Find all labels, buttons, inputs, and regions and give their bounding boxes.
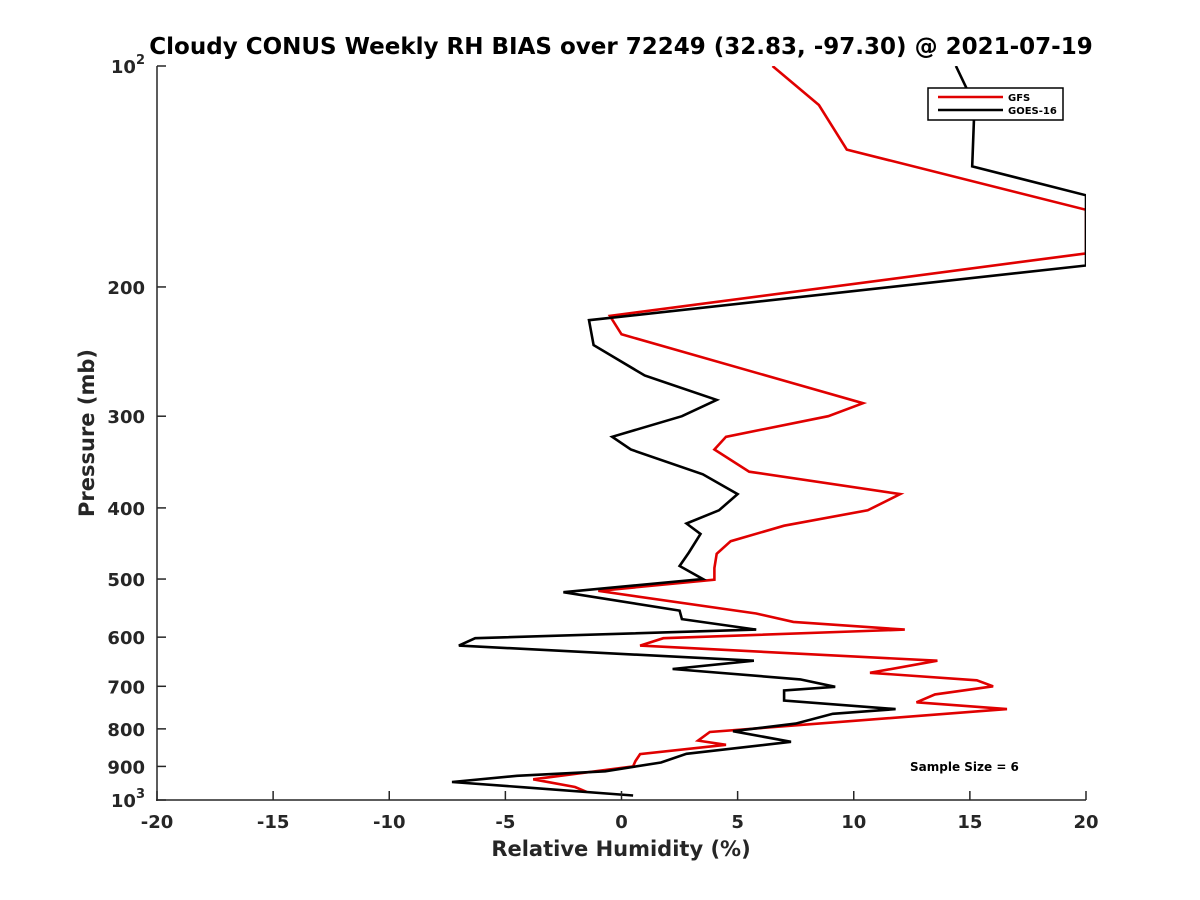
series-line-gfs bbox=[532, 66, 1086, 794]
x-tick-label: -5 bbox=[495, 812, 515, 833]
y-tick-label: 400 bbox=[107, 499, 145, 520]
y-tick-label: 800 bbox=[107, 720, 145, 741]
sample-size-annotation: Sample Size = 6 bbox=[910, 760, 1019, 774]
x-tick-label: 10 bbox=[841, 812, 866, 833]
legend-box bbox=[927, 87, 1064, 121]
y-tick-label: 900 bbox=[107, 757, 145, 778]
legend-label-goes16: GOES-16 bbox=[1008, 106, 1057, 117]
y-tick-label: 200 bbox=[107, 278, 145, 299]
legend-label-gfs: GFS bbox=[1008, 93, 1030, 104]
x-tick-label: -20 bbox=[141, 812, 174, 833]
x-tick-label: -15 bbox=[257, 812, 290, 833]
series-layer bbox=[451, 66, 1086, 797]
y-tick-label: 600 bbox=[107, 628, 145, 649]
y-tick-base: 10 bbox=[111, 57, 136, 78]
x-tick-label: -10 bbox=[373, 812, 406, 833]
x-tick-label: 20 bbox=[1073, 812, 1098, 833]
y-tick-exponent: 3 bbox=[136, 787, 145, 802]
legend: GFS GOES-16 bbox=[927, 87, 1064, 121]
x-tick-label: 0 bbox=[615, 812, 628, 833]
x-axis-label: Relative Humidity (%) bbox=[491, 837, 750, 861]
chart-title: Cloudy CONUS Weekly RH BIAS over 72249 (… bbox=[149, 34, 1092, 60]
y-tick-base: 10 bbox=[111, 791, 136, 812]
y-tick-exponent: 2 bbox=[136, 53, 145, 68]
y-tick-label: 500 bbox=[107, 570, 145, 591]
series-line-goes16 bbox=[451, 66, 1086, 797]
x-tick-label: 5 bbox=[731, 812, 744, 833]
tick-labels: -20 -15 -10 -5 0 5 10 15 20102200300400500600700… bbox=[107, 53, 1098, 833]
axes bbox=[156, 65, 1087, 801]
y-tick-label: 103 bbox=[111, 787, 145, 812]
y-tick-label: 700 bbox=[107, 677, 145, 698]
y-tick-label: 300 bbox=[107, 407, 145, 428]
x-tick-label: 15 bbox=[957, 812, 982, 833]
y-tick-label: 102 bbox=[111, 53, 145, 78]
y-axis-label: Pressure (mb) bbox=[75, 349, 99, 517]
